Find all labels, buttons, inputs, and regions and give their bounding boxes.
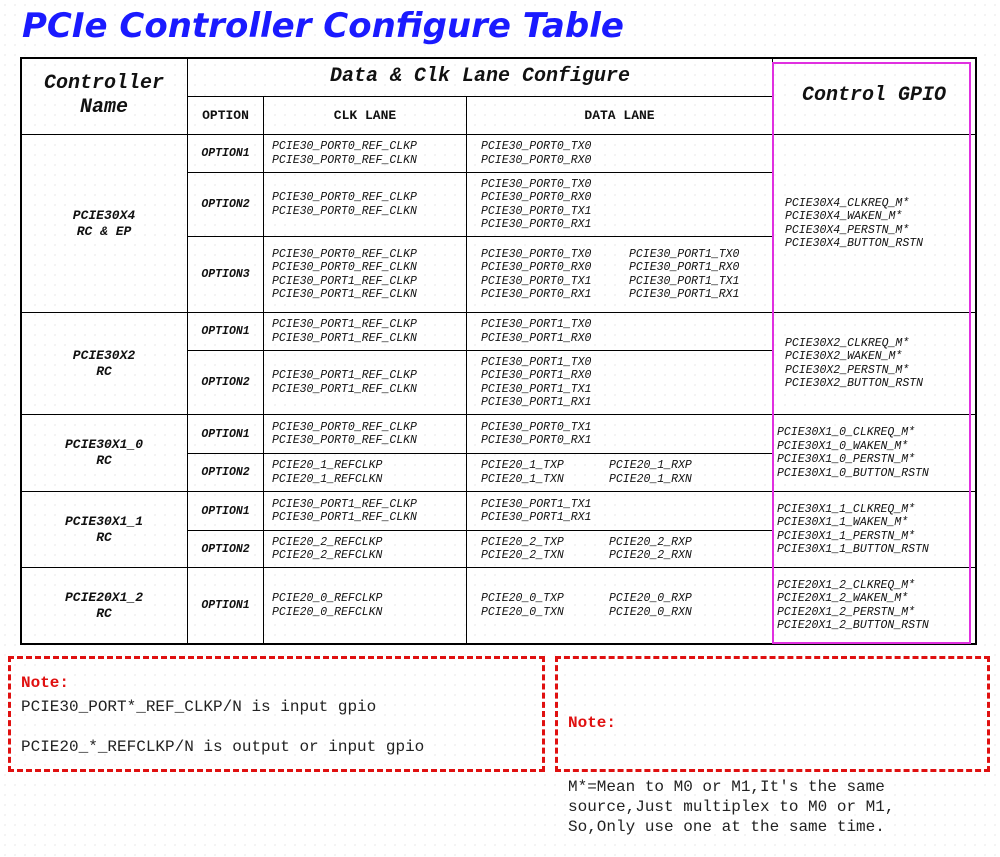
note-left: Note: PCIE30_PORT*_REF_CLKP/N is input g… — [8, 656, 545, 772]
option-label: OPTION1 — [187, 567, 264, 644]
note-heading: Note: — [21, 674, 70, 692]
option-label: OPTION1 — [187, 414, 264, 454]
data-lane-group: PCIE30_PORT0_TX0 PCIE30_PORT0_RX0 — [481, 140, 592, 167]
note-line: PCIE30_PORT*_REF_CLKP/N is input gpio — [21, 698, 377, 716]
data-lane-group: PCIE30_PORT0_TX0 PCIE30_PORT0_RX0 PCIE30… — [481, 247, 592, 302]
config-table — [20, 57, 977, 645]
clk-lane-cell: PCIE30_PORT0_REF_CLKP PCIE30_PORT0_REF_C… — [263, 414, 467, 454]
data-lane-group: PCIE20_0_RXP PCIE20_0_RXN — [609, 592, 692, 619]
data-lane-cell: PCIE30_PORT1_TX1 PCIE30_PORT1_RX1 — [466, 491, 773, 531]
data-lane-group: PCIE30_PORT0_TX0 PCIE30_PORT0_RX0 PCIE30… — [481, 177, 592, 232]
note-line: PCIE20_*_REFCLKP/N is output or input gp… — [21, 738, 425, 756]
control-gpio-list: PCIE20X1_2_CLKREQ_M* PCIE20X1_2_WAKEN_M*… — [772, 567, 976, 644]
data-lane-cell: PCIE30_PORT1_TX0 PCIE30_PORT1_RX0 PCIE30… — [466, 350, 773, 415]
option-label: OPTION3 — [187, 236, 264, 313]
option-label: OPTION2 — [187, 350, 264, 415]
data-lane-group: PCIE20_2_RXP PCIE20_2_RXN — [609, 535, 692, 563]
data-lane-header: DATA LANE — [466, 96, 773, 135]
note-heading: Note: — [568, 714, 617, 732]
controller-name: PCIE30X4 RC & EP — [20, 134, 188, 313]
data-lane-cell: PCIE20_0_TXP PCIE20_0_TXN PCIE20_0_RXP PC… — [466, 567, 773, 644]
clk-lane-cell: PCIE30_PORT1_REF_CLKP PCIE30_PORT1_REF_C… — [263, 312, 467, 351]
option-header: OPTION — [187, 96, 264, 135]
data-lane-group: PCIE20_0_TXP PCIE20_0_TXN — [481, 592, 564, 619]
data-lane-group: PCIE30_PORT1_TX0 PCIE30_PORT1_RX0 PCIE30… — [481, 355, 592, 410]
data-lane-group: PCIE30_PORT0_TX1 PCIE30_PORT0_RX1 — [481, 420, 592, 448]
option-label: OPTION1 — [187, 134, 264, 173]
control-gpio-list: PCIE30X1_0_CLKREQ_M* PCIE30X1_0_WAKEN_M*… — [772, 414, 976, 492]
control-gpio-list: PCIE30X2_CLKREQ_M* PCIE30X2_WAKEN_M* PCI… — [772, 312, 976, 415]
data-lane-cell: PCIE30_PORT0_TX0 PCIE30_PORT0_RX0 PCIE30… — [466, 236, 773, 313]
clk-lane-cell: PCIE20_1_REFCLKP PCIE20_1_REFCLKN — [263, 453, 467, 492]
data-lane-cell: PCIE20_2_TXP PCIE20_2_TXN PCIE20_2_RXP PC… — [466, 530, 773, 568]
controller-name: PCIE20X1_2 RC — [20, 567, 188, 644]
controller-name: PCIE30X1_1 RC — [20, 491, 188, 568]
data-lane-cell: PCIE30_PORT0_TX0 PCIE30_PORT0_RX0 PCIE30… — [466, 172, 773, 237]
option-label: OPTION1 — [187, 491, 264, 531]
data-lane-group: PCIE30_PORT1_TX0 PCIE30_PORT1_RX0 — [481, 318, 592, 345]
data-lane-cell: PCIE20_1_TXP PCIE20_1_TXN PCIE20_1_RXP PC… — [466, 453, 773, 492]
data-lane-group: PCIE20_1_TXP PCIE20_1_TXN — [481, 459, 564, 486]
page-title: PCIe Controller Configure Table — [22, 6, 624, 46]
clk-lane-cell: PCIE20_2_REFCLKP PCIE20_2_REFCLKN — [263, 530, 467, 568]
option-label: OPTION2 — [187, 172, 264, 237]
clk-lane-header: CLK LANE — [263, 96, 467, 135]
data-lane-group: PCIE30_PORT1_TX1 PCIE30_PORT1_RX1 — [481, 497, 592, 525]
option-label: OPTION1 — [187, 312, 264, 351]
data-lane-cell: PCIE30_PORT0_TX0 PCIE30_PORT0_RX0 — [466, 134, 773, 173]
note-line: M*=Mean to M0 or M1,It's the same source… — [568, 778, 895, 836]
clk-lane-cell: PCIE30_PORT1_REF_CLKP PCIE30_PORT1_REF_C… — [263, 491, 467, 531]
controller-name-header: Controller Name — [20, 57, 188, 135]
data-lane-group: PCIE30_PORT1_TX0 PCIE30_PORT1_RX0 PCIE30… — [629, 247, 740, 302]
controller-name: PCIE30X2 RC — [20, 312, 188, 415]
control-gpio-list: PCIE30X1_1_CLKREQ_M* PCIE30X1_1_WAKEN_M*… — [772, 491, 976, 568]
clk-lane-cell: PCIE30_PORT1_REF_CLKP PCIE30_PORT1_REF_C… — [263, 350, 467, 415]
clk-lane-cell: PCIE20_0_REFCLKP PCIE20_0_REFCLKN — [263, 567, 467, 644]
lane-configure-header: Data & Clk Lane Configure — [187, 57, 773, 97]
option-label: OPTION2 — [187, 530, 264, 568]
data-lane-group: PCIE20_1_RXP PCIE20_1_RXN — [609, 459, 692, 486]
control-gpio-header: Control GPIO — [772, 57, 976, 135]
clk-lane-cell: PCIE30_PORT0_REF_CLKP PCIE30_PORT0_REF_C… — [263, 172, 467, 237]
control-gpio-list: PCIE30X4_CLKREQ_M* PCIE30X4_WAKEN_M* PCI… — [772, 134, 976, 313]
clk-lane-cell: PCIE30_PORT0_REF_CLKP PCIE30_PORT0_REF_C… — [263, 236, 467, 313]
option-label: OPTION2 — [187, 453, 264, 492]
clk-lane-cell: PCIE30_PORT0_REF_CLKP PCIE30_PORT0_REF_C… — [263, 134, 467, 173]
controller-name: PCIE30X1_0 RC — [20, 414, 188, 492]
note-right: Note: M*=Mean to M0 or M1,It's the same … — [555, 656, 990, 836]
data-lane-cell: PCIE30_PORT1_TX0 PCIE30_PORT1_RX0 — [466, 312, 773, 351]
data-lane-cell: PCIE30_PORT0_TX1 PCIE30_PORT0_RX1 — [466, 414, 773, 454]
data-lane-group: PCIE20_2_TXP PCIE20_2_TXN — [481, 535, 564, 563]
